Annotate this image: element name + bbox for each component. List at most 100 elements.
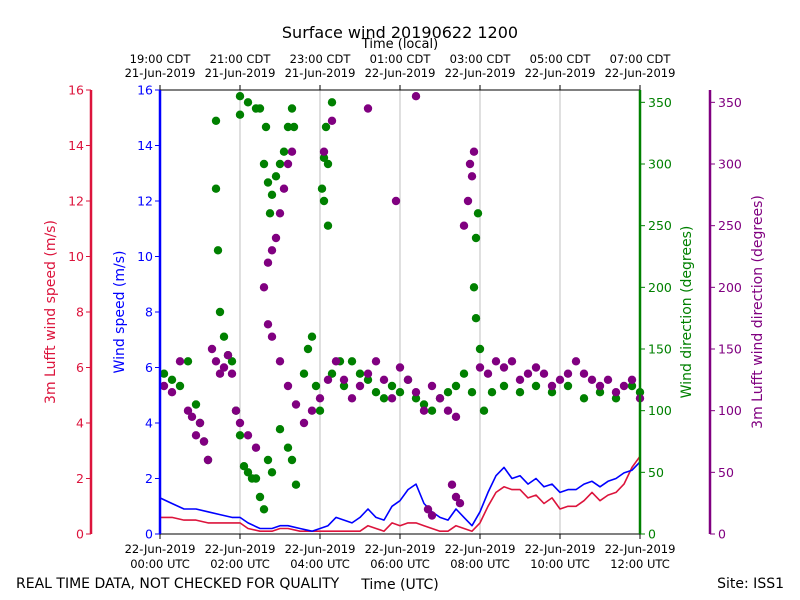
lufft-direction-point [447, 480, 457, 489]
lufft-direction-axis-tick-label: 100 [718, 403, 742, 418]
wind-direction-point [475, 344, 485, 354]
wind-direction-point [339, 381, 349, 391]
wind-direction-point [473, 209, 483, 218]
wind-direction-point [219, 332, 229, 341]
wind-direction-point [419, 400, 429, 409]
lufft-direction-axis-tick-label: 300 [718, 157, 742, 172]
top-tick-label-date: 22-Jun-2019 [525, 66, 596, 80]
wind-direction-point [319, 196, 329, 206]
wind-direction-point [487, 388, 497, 397]
top-axis-label: Time (local) [361, 37, 438, 52]
wind-direction-point [211, 184, 221, 193]
wind-direction-point [267, 190, 277, 199]
lufft-direction-point [443, 406, 453, 415]
wind-speed-axis-tick-label: 2 [145, 471, 153, 486]
lufft-direction-point [235, 418, 245, 428]
lufft-direction-point [175, 357, 185, 366]
wind-direction-point [167, 375, 177, 384]
wind-speed-axis-tick-label: 14 [137, 138, 153, 153]
lufft-direction-point [499, 363, 509, 372]
wind-direction-point [499, 381, 509, 391]
x-tick-label-time: 02:00 UTC [210, 557, 270, 571]
x-tick-label-date: 22-Jun-2019 [365, 542, 436, 556]
wind-direction-point [443, 388, 453, 397]
wind-direction-point [159, 369, 169, 378]
wind-direction-point [261, 122, 271, 132]
lufft-direction-point [371, 357, 381, 366]
wind-direction-point [255, 104, 265, 113]
lufft-direction-point [465, 159, 475, 169]
lufft-direction-point [307, 406, 317, 415]
wind-direction-point [311, 381, 321, 391]
lufft-direction-point [243, 431, 253, 440]
lufft-direction-point [291, 400, 301, 409]
lufft-direction-point [355, 381, 365, 391]
lufft-direction-point [259, 283, 269, 292]
wind-direction-point [183, 357, 193, 366]
wind-direction-axis-tick-label: 200 [648, 280, 672, 295]
wind-direction-point [275, 159, 285, 169]
wind-direction-point [471, 314, 481, 323]
wind-direction-axis-tick-label: 150 [648, 342, 672, 357]
quality-warning: REAL TIME DATA, NOT CHECKED FOR QUALITY [16, 576, 340, 592]
x-tick-label-date: 22-Jun-2019 [445, 542, 516, 556]
wind-direction-point [251, 474, 261, 483]
lufft-direction-point [323, 375, 333, 384]
wind-direction-point [259, 159, 269, 169]
lufft-direction-point [491, 357, 501, 366]
wind-speed-axis-tick-label: 0 [145, 527, 153, 542]
lufft-speed-axis-tick-label: 4 [76, 416, 84, 431]
top-tick-label-date: 22-Jun-2019 [365, 66, 436, 80]
wind-direction-point [235, 92, 245, 101]
wind-direction-point [427, 406, 437, 415]
wind-direction-point [175, 381, 185, 391]
wind-direction-point [395, 388, 405, 397]
lufft-direction-point [187, 412, 197, 421]
wind-speed-axis-tick-label: 16 [137, 83, 153, 98]
lufft-direction-point [339, 375, 349, 384]
lufft-direction-point [469, 147, 479, 156]
wind-direction-point [323, 221, 333, 230]
lufft-direction-point [183, 406, 193, 415]
lufft-direction-axis-tick-label: 150 [718, 342, 742, 357]
wind-direction-point [319, 153, 329, 162]
wind-direction-point [515, 388, 525, 397]
wind-direction-point [271, 172, 281, 181]
wind-direction-point [579, 394, 589, 403]
wind-direction-axis-tick-label: 0 [648, 527, 656, 542]
lufft-direction-point [279, 184, 289, 193]
lufft-direction-point [207, 344, 217, 354]
wind-direction-point [287, 104, 297, 113]
lufft-direction-axis-tick-label: 0 [718, 527, 726, 542]
lufft-direction-point [403, 375, 413, 384]
top-tick-label-time: 01:00 CDT [370, 52, 432, 66]
lufft-direction-point [411, 92, 421, 101]
lufft-direction-point [563, 369, 573, 378]
lufft-direction-point [263, 258, 273, 267]
axis-label-wind-direction: Wind direction (degrees) [679, 226, 695, 399]
lufft-direction-point [571, 357, 581, 366]
lufft-direction-point [451, 492, 461, 502]
lufft-direction-point [195, 418, 205, 428]
lufft-direction-point [423, 505, 433, 514]
wind-direction-point [227, 357, 237, 366]
lufft-direction-point [475, 363, 485, 372]
lufft-direction-point [219, 363, 229, 372]
wind-direction-point [243, 468, 253, 477]
top-tick-label-date: 22-Jun-2019 [445, 66, 516, 80]
lufft-direction-axis-tick-label: 50 [718, 465, 734, 480]
top-tick-label-date: 21-Jun-2019 [125, 66, 196, 80]
lufft-direction-axis-tick-label: 200 [718, 280, 742, 295]
lufft-direction-point [595, 381, 605, 391]
top-tick-label-time: 05:00 CDT [530, 52, 592, 66]
lufft-direction-point [287, 147, 297, 156]
lufft-direction-point [463, 196, 473, 206]
wind-direction-point [291, 480, 301, 489]
wind-direction-axis-tick-label: 300 [648, 157, 672, 172]
wind-speed-axis-tick-label: 4 [145, 416, 153, 431]
wind-direction-point [387, 381, 397, 391]
lufft-direction-point [587, 375, 597, 384]
lufft-direction-point [215, 369, 225, 378]
lufft-direction-point [627, 375, 637, 384]
